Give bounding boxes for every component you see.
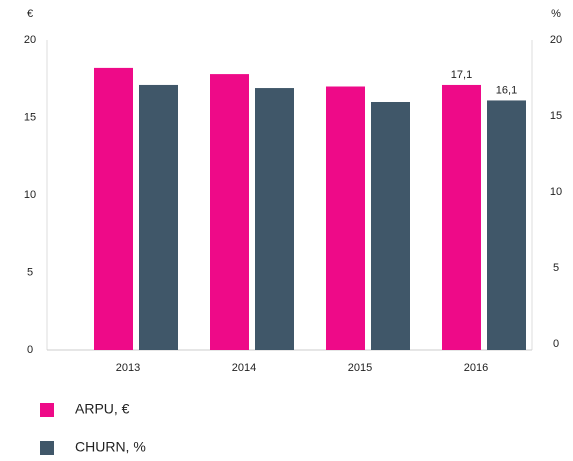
legend-label: CHURN, %	[75, 439, 146, 455]
bar	[210, 74, 249, 350]
y2-tick-label: 5	[553, 262, 559, 274]
y-unit: €	[27, 8, 33, 20]
x-tick-label: 2015	[348, 362, 372, 374]
y-tick-label: 10	[24, 189, 36, 201]
bar	[94, 67, 133, 351]
x-tick-label: 2014	[232, 362, 256, 374]
y-tick-label: 5	[27, 266, 33, 278]
y2-tick-label: 15	[550, 110, 562, 122]
bar	[326, 86, 365, 350]
y-tick-label: 20	[24, 34, 36, 46]
y-tick-label: 15	[24, 111, 36, 123]
y2-tick-label: 20	[550, 34, 562, 46]
legend-swatch	[40, 441, 54, 455]
bar	[442, 84, 481, 350]
x-tick-label: 2013	[116, 362, 140, 374]
legend-swatch	[40, 403, 54, 417]
bar	[255, 88, 294, 351]
legend-label: ARPU, €	[75, 401, 130, 417]
bar	[371, 102, 410, 350]
bar	[139, 84, 178, 350]
y2-tick-label: 0	[553, 338, 559, 350]
y2-tick-label: 10	[550, 186, 562, 198]
bar	[487, 100, 526, 350]
x-tick-label: 2016	[464, 362, 488, 374]
y2-unit: %	[551, 8, 561, 20]
y-tick-label: 0	[27, 344, 33, 356]
data-label: 16,1	[496, 84, 517, 96]
data-label: 17,1	[451, 69, 472, 81]
